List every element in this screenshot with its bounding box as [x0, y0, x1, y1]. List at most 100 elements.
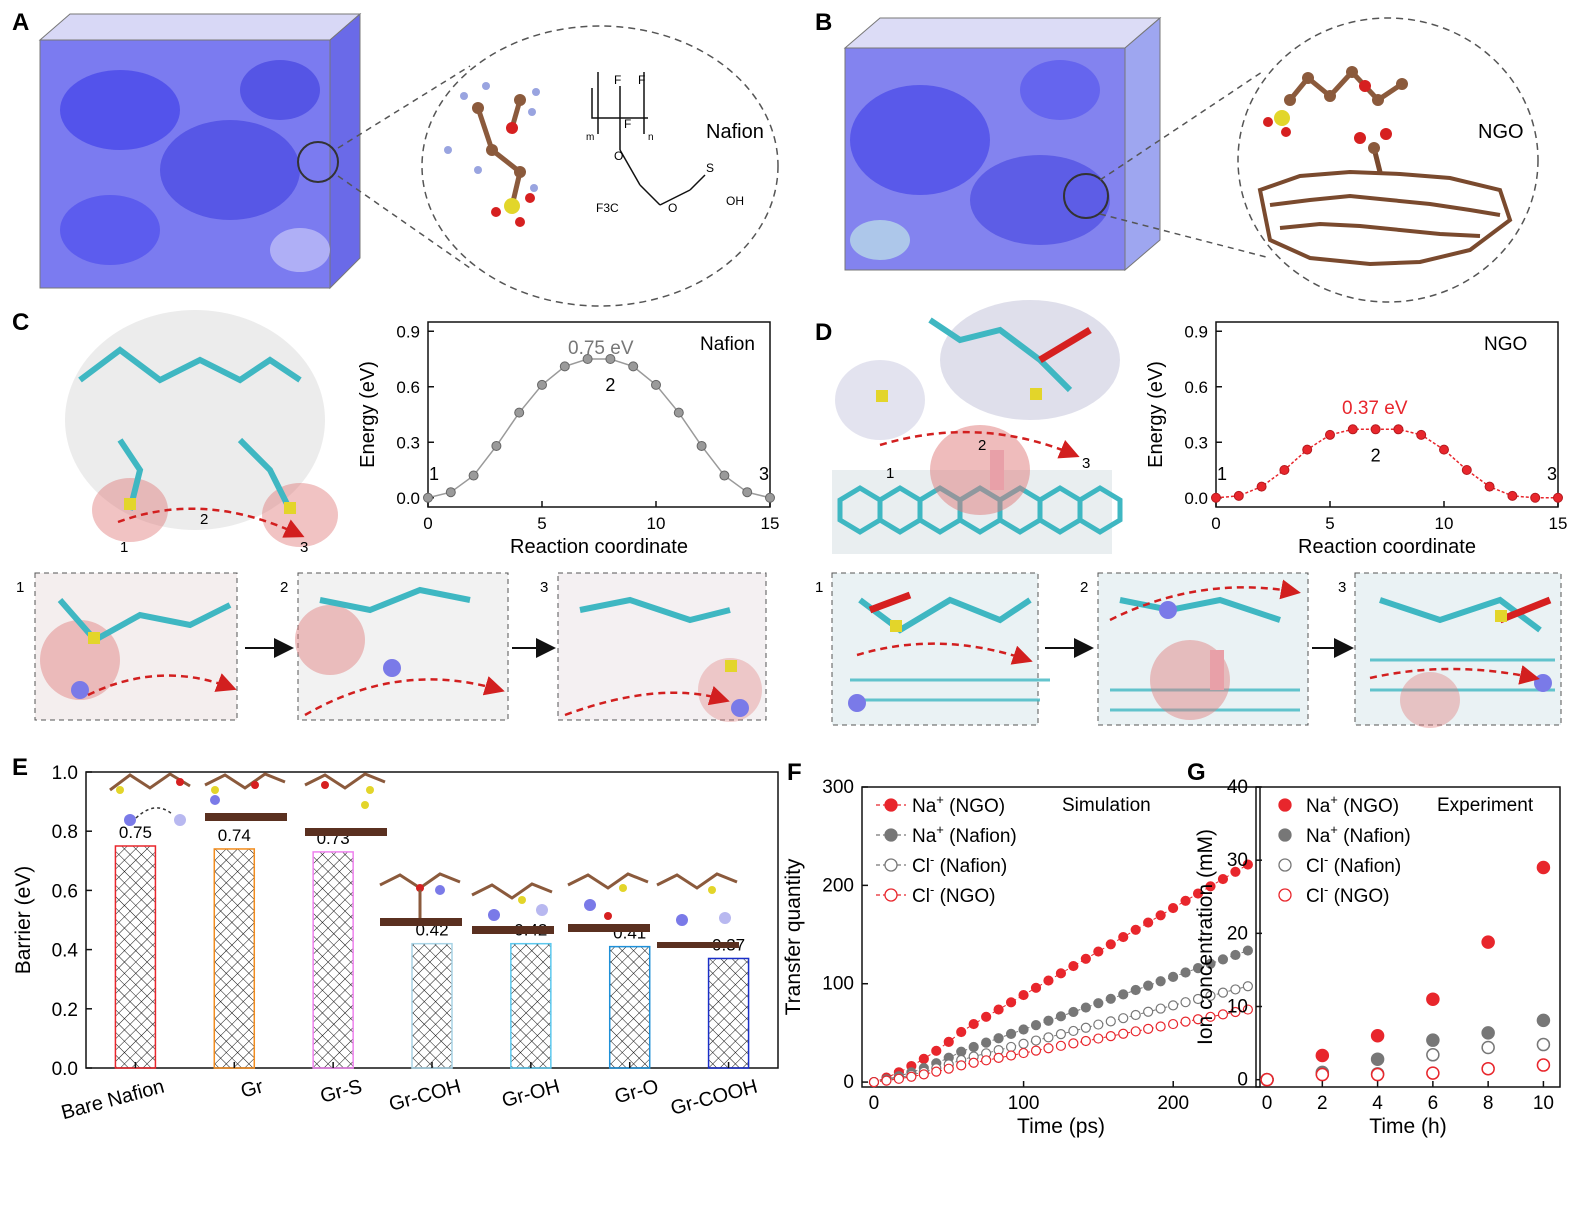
formula-o-label: O — [614, 149, 623, 163]
x-axis-label: Time (ps) — [1017, 1115, 1105, 1138]
energy-curve — [1215, 428, 1558, 499]
energy-point — [1530, 492, 1541, 503]
x-tick-label: Gr-S — [318, 1076, 364, 1108]
data-point — [1180, 967, 1191, 978]
y-tick-label: 0.0 — [1184, 489, 1208, 508]
y-tick-label: 0.9 — [396, 322, 420, 341]
data-point — [1105, 1016, 1116, 1027]
legend-label: Na+ (Nafion) — [1306, 822, 1411, 847]
y-tick-label: 0 — [843, 1072, 854, 1093]
y-tick-label: 10 — [1227, 997, 1248, 1018]
energy-point — [1393, 424, 1404, 435]
data-point — [1130, 1009, 1141, 1021]
x-tick-label: 15 — [761, 514, 780, 533]
data-point — [906, 1071, 917, 1082]
data-point — [1068, 1025, 1079, 1037]
y-tick-label: 100 — [822, 974, 854, 995]
energy-point — [423, 492, 433, 503]
data-point — [943, 1036, 954, 1047]
data-point — [1242, 859, 1253, 870]
data-point — [1093, 1033, 1104, 1044]
svg-text:1: 1 — [16, 579, 24, 596]
formula-m-label: m — [586, 132, 594, 143]
legend-marker — [884, 798, 898, 812]
data-point — [1180, 1016, 1191, 1027]
data-point — [1205, 881, 1216, 892]
data-point — [1018, 989, 1029, 1001]
x-tick-label: Bare Nafion — [59, 1076, 167, 1125]
energy-chart-ngo: 0 5 10 15 0.0 0.3 0.6 0.9 Reaction coordinate Ene… — [1145, 321, 1567, 558]
data-point — [1118, 1028, 1129, 1039]
energy-point — [1302, 444, 1313, 455]
ngo-snapshots: 1 2 3 — [815, 572, 1562, 728]
data-point — [1205, 1011, 1216, 1022]
energy-point — [514, 407, 525, 418]
x-tick-label: Gr-COH — [387, 1076, 464, 1116]
bar — [510, 942, 552, 1069]
data-point — [1167, 1018, 1179, 1030]
data-point — [1242, 945, 1253, 956]
plot-frame — [1255, 786, 1561, 1088]
y-tick-label: 40 — [1227, 777, 1248, 798]
data-point — [1217, 1009, 1229, 1020]
simulation-box-nafion — [38, 12, 362, 290]
svg-text:3: 3 — [300, 539, 308, 556]
panel-label-d: D — [815, 319, 832, 346]
energy-point — [1461, 465, 1472, 475]
energy-point — [537, 379, 547, 390]
panel-d: D 1 2 3 0 5 10 15 0.0 0.3 0.6 0.9 — [815, 300, 1567, 728]
energy-point — [673, 407, 684, 418]
data-point — [1205, 990, 1216, 1001]
svg-text:2: 2 — [978, 437, 986, 454]
x-tick-label: Gr — [238, 1075, 265, 1102]
data-point — [981, 1011, 992, 1022]
ngo-ball-stick-model — [1257, 66, 1513, 267]
x-tick-label: 0 — [423, 514, 432, 533]
energy-point — [582, 354, 593, 364]
data-point — [1217, 873, 1229, 885]
data-point — [1055, 1029, 1067, 1040]
data-point — [931, 1066, 942, 1077]
data-point — [1068, 960, 1079, 972]
x-tick-label: 8 — [1483, 1093, 1494, 1114]
bar — [312, 851, 354, 1069]
data-point — [1155, 1003, 1166, 1014]
y-axis-label: Energy (eV) — [1145, 361, 1167, 468]
plot-frame — [427, 321, 771, 508]
data-point — [1080, 1035, 1091, 1047]
data-point — [981, 1037, 992, 1048]
nafion-transfer-structure — [65, 310, 338, 547]
data-point — [1230, 866, 1241, 877]
point-label: 2 — [605, 375, 615, 395]
legend-marker — [884, 828, 898, 842]
data-point — [1370, 1052, 1385, 1066]
y-tick-label: 0.3 — [396, 433, 420, 452]
data-point — [1155, 976, 1166, 987]
plot-frame — [861, 786, 1261, 1088]
energy-point — [628, 361, 639, 372]
data-point — [968, 1018, 979, 1030]
panel-a: A — [12, 9, 779, 307]
legend-marker — [884, 888, 898, 902]
data-point — [1080, 953, 1091, 964]
data-point — [1030, 1035, 1042, 1046]
data-point — [1155, 910, 1166, 921]
data-point — [1536, 1037, 1551, 1052]
energy-point — [1553, 492, 1563, 503]
formula-so3h-label: S — [706, 161, 714, 175]
panel-label-b: B — [815, 9, 832, 36]
x-axis-label: Reaction coordinate — [1298, 536, 1476, 558]
svg-text:3: 3 — [1338, 579, 1346, 596]
bar-inset-structures — [109, 772, 739, 948]
data-point — [1315, 1048, 1330, 1063]
data-point — [893, 1073, 904, 1084]
legend-label: Na+ (NGO) — [912, 792, 1005, 817]
legend-label: Cl- (Nafion) — [912, 852, 1007, 877]
panel-c: C 1 2 3 0 5 10 15 0.0 0.3 0.6 0.9 Reaction coord… — [12, 309, 779, 722]
svg-text:F: F — [638, 73, 645, 87]
bar — [608, 945, 651, 1069]
y-tick-label: 0.2 — [52, 1000, 78, 1021]
x-tick-label: 2 — [1317, 1093, 1328, 1114]
data-point — [1192, 963, 1204, 974]
